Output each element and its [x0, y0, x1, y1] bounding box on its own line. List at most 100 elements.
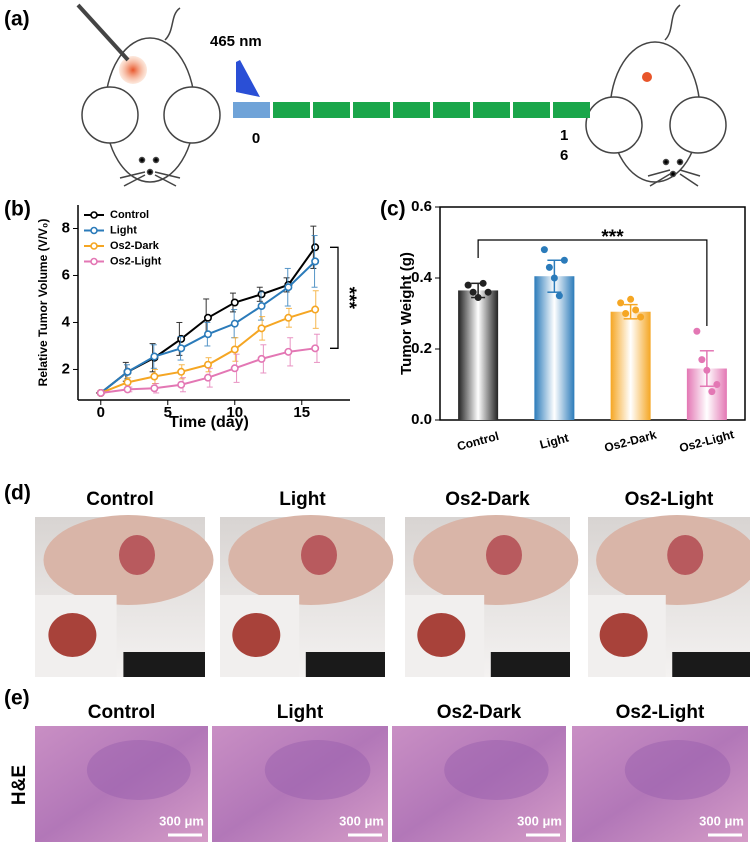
- bar: [458, 290, 499, 420]
- y-tick-label: 2: [62, 360, 70, 377]
- data-point: [545, 263, 553, 271]
- significance-bracket: [477, 239, 708, 326]
- y-tick-label: 0.2: [411, 340, 432, 357]
- tumor: [119, 535, 155, 575]
- tumor: [486, 535, 522, 575]
- point: [257, 324, 266, 333]
- x-tick-label: 10: [226, 404, 243, 421]
- x-tick-label: Os2-Dark: [603, 427, 658, 454]
- scale-bar-label: 300 μm: [517, 813, 562, 828]
- ruler: [305, 652, 385, 677]
- y-axis-label: Relative Tumor Volume (V/V₀): [36, 219, 50, 387]
- point: [177, 380, 186, 389]
- excised-tumor: [232, 613, 281, 657]
- data-point: [560, 256, 568, 264]
- scale-bar-label: 300 μm: [699, 813, 744, 828]
- y-axis-label: Tumor Weight (g): [398, 252, 415, 375]
- data-point: [464, 281, 472, 289]
- stain-label: H&E: [9, 765, 30, 805]
- point: [284, 283, 293, 292]
- tissue-region: [444, 740, 549, 800]
- data-point: [693, 327, 701, 335]
- mouse-right: [585, 4, 727, 187]
- data-point: [555, 292, 563, 300]
- legend-marker: [90, 242, 98, 250]
- data-point: [469, 288, 477, 296]
- excised-tumor: [417, 613, 466, 657]
- point: [230, 345, 239, 354]
- point: [123, 385, 132, 394]
- photo-title: Light: [277, 702, 324, 723]
- legend-marker: [90, 257, 98, 266]
- ruler: [490, 652, 570, 677]
- legend-label: Os2-Dark: [110, 240, 160, 252]
- photo-title: Control: [88, 702, 156, 723]
- x-tick-label: Os2-Light: [678, 427, 736, 455]
- point: [257, 302, 266, 311]
- tissue-region: [86, 740, 191, 800]
- legend-marker: [90, 226, 98, 235]
- photo-title: Os2-Light: [616, 702, 705, 723]
- bar: [534, 276, 575, 420]
- tissue-region: [624, 740, 731, 800]
- point: [284, 347, 293, 356]
- panel-label: (d): [4, 482, 31, 505]
- light-beam: [236, 60, 260, 97]
- legend-label: Light: [110, 224, 137, 236]
- point: [177, 344, 186, 353]
- ruler: [123, 652, 205, 677]
- point: [257, 290, 266, 299]
- x-tick-label: 5: [164, 404, 172, 421]
- data-point: [627, 295, 635, 303]
- x-tick-label: 15: [293, 404, 310, 421]
- point: [284, 313, 293, 322]
- point: [311, 243, 320, 252]
- data-point: [703, 366, 711, 374]
- timeline-start: 0: [252, 130, 260, 147]
- y-tick-label: 4: [62, 313, 71, 330]
- series-line: [100, 260, 316, 394]
- mouse-left: [76, 3, 221, 187]
- bar: [610, 311, 651, 420]
- data-point: [713, 381, 721, 388]
- point: [150, 384, 159, 393]
- photo-row: Control Light Os2-Dark Os2-Light: [35, 489, 750, 677]
- significance-label: ***: [338, 287, 359, 310]
- tissue-region: [264, 740, 371, 800]
- histology-row: Control 300 μm Light 300 μm Os2-Dark 300 μm Os…: [35, 702, 748, 842]
- x-tick-label: 0: [97, 404, 105, 421]
- data-point: [479, 279, 487, 287]
- plot-frame: [439, 206, 746, 421]
- point: [177, 334, 186, 343]
- data-point: [540, 246, 548, 254]
- timeline-days: [273, 102, 590, 118]
- photo-title: Control: [86, 489, 154, 510]
- data-point: [632, 306, 640, 314]
- data-point: [698, 356, 706, 364]
- panel-label: (b): [4, 198, 31, 221]
- point: [257, 354, 266, 363]
- scale-bar-label: 300 μm: [159, 813, 204, 828]
- point: [230, 319, 239, 328]
- y-tick-label: 8: [62, 219, 70, 236]
- error-bar: [623, 303, 638, 320]
- data-point: [622, 310, 630, 317]
- photo-title: Os2-Dark: [437, 702, 522, 723]
- series-line: [100, 347, 316, 394]
- data-point: [617, 299, 625, 307]
- data-point: [484, 288, 492, 296]
- point: [123, 378, 132, 387]
- y-tick-label: 6: [62, 266, 70, 283]
- legend-label: Os2-Light: [110, 255, 162, 267]
- panel-label: (e): [4, 687, 30, 710]
- photo-title: Light: [279, 489, 326, 510]
- data-point: [474, 294, 482, 302]
- point: [311, 257, 320, 266]
- point: [177, 367, 186, 376]
- x-tick-label: Light: [538, 431, 570, 452]
- timeline-end: 16: [560, 127, 569, 164]
- y-tick-label: 0.6: [411, 198, 432, 215]
- point: [203, 330, 212, 339]
